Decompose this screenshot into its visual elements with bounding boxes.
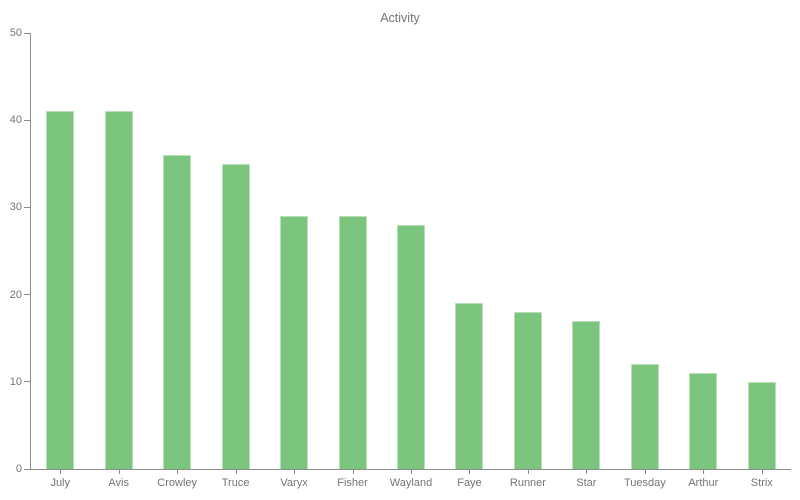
bar-fisher [338, 216, 367, 469]
y-axis-tick [24, 206, 30, 208]
x-axis-tick [235, 469, 237, 474]
x-axis-tick-label: Strix [750, 477, 773, 489]
bar-star [572, 320, 601, 469]
x-axis-tick [703, 469, 705, 474]
bar-varyx [280, 216, 309, 469]
x-axis-tick-label: Star [576, 477, 597, 489]
x-axis-tick [118, 469, 120, 474]
x-axis-tick [644, 469, 646, 474]
y-axis-tick [24, 381, 30, 383]
chart-title: Activity [380, 11, 420, 25]
bar-july [46, 111, 75, 469]
x-axis-tick-label: Avis [108, 477, 129, 489]
bar-runner [513, 312, 542, 469]
x-axis-tick-label: July [50, 477, 70, 489]
x-axis-tick-label: Fisher [337, 477, 368, 489]
y-axis-tick-label: 10 [9, 375, 22, 388]
x-axis-tick-label: Faye [457, 477, 482, 489]
y-axis-tick-label: 40 [9, 114, 22, 127]
plot-area: 0 10 20 30 40 50 July Avis Crowley Truce Varyx Fish… [10, 27, 791, 489]
x-axis-tick-label: Arthur [688, 477, 719, 489]
x-axis-tick [761, 469, 763, 474]
x-axis-tick-label: Wayland [389, 477, 433, 489]
y-axis-tick [24, 32, 30, 34]
x-axis-tick-label: Truce [221, 477, 250, 489]
x-axis-tick-label: Varyx [280, 477, 308, 489]
y-axis-tick [24, 119, 30, 121]
y-axis-tick [24, 294, 30, 296]
bar-crowley [163, 155, 192, 469]
x-axis-tick [411, 469, 412, 474]
bar-faye [455, 303, 484, 469]
x-axis-tick-label: Crowley [157, 477, 198, 489]
y-axis-tick-label: 0 [15, 463, 22, 475]
bar-tuesday [630, 364, 659, 469]
bar-avis [104, 111, 133, 469]
bar-strix [747, 381, 776, 469]
y-axis-tick-label: 30 [9, 201, 22, 214]
y-axis-tick-label: 20 [9, 288, 22, 301]
x-axis-tick [177, 469, 179, 474]
y-axis-tick [24, 468, 30, 470]
x-axis-tick [294, 469, 296, 474]
bar-arthur [689, 373, 718, 469]
x-axis-tick-label: Runner [509, 477, 546, 489]
x-axis-tick [586, 469, 588, 474]
x-axis-tick [469, 469, 471, 474]
x-axis-tick-label: Tuesday [623, 477, 666, 489]
bar-wayland [397, 224, 425, 469]
y-axis-tick-label: 50 [9, 27, 22, 39]
x-axis-tick [527, 469, 529, 474]
bar-truce [221, 163, 250, 469]
x-axis-tick [60, 469, 62, 474]
x-axis-tick [352, 469, 354, 474]
